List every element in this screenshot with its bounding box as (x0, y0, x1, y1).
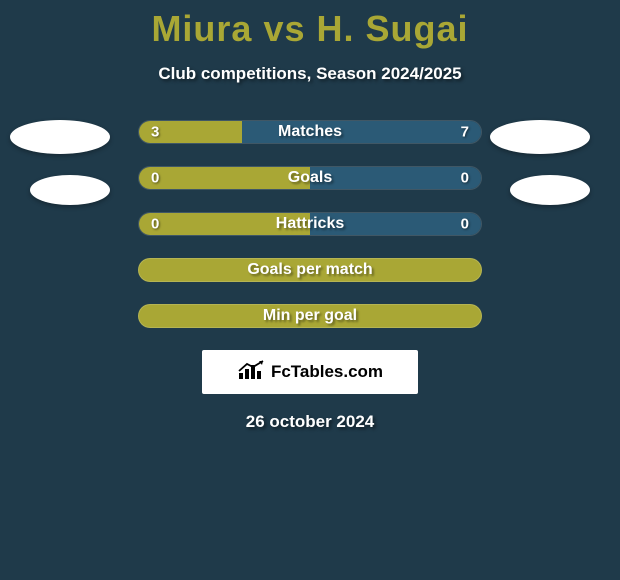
bar-left-value: 3 (151, 124, 159, 141)
bar-label: Goals per match (247, 261, 372, 279)
subtitle: Club competitions, Season 2024/2025 (0, 64, 620, 84)
player1-club-avatar (30, 175, 110, 205)
vs-text: vs (263, 8, 305, 49)
bar-right-value: 0 (461, 216, 469, 233)
bar-label: Goals (288, 169, 332, 187)
bar-label: Min per goal (263, 307, 357, 325)
bar-left-fill (139, 167, 310, 189)
stat-bar: Min per goal (138, 304, 482, 328)
stat-bar: 0 0 Goals (138, 166, 482, 190)
player2-club-avatar (510, 175, 590, 205)
stat-bar: 3 7 Matches (138, 120, 482, 144)
player2-avatar (490, 120, 590, 154)
bar-left-value: 0 (151, 170, 159, 187)
source-logo: FcTables.com (202, 350, 418, 394)
page-title: Miura vs H. Sugai (0, 0, 620, 50)
bar-right-value: 0 (461, 170, 469, 187)
comparison-card: Miura vs H. Sugai Club competitions, Sea… (0, 0, 620, 580)
chart-icon (237, 359, 265, 386)
player1-avatar (10, 120, 110, 154)
date-text: 26 october 2024 (0, 412, 620, 432)
bar-label: Hattricks (276, 215, 344, 233)
bar-left-value: 0 (151, 216, 159, 233)
bar-right-fill (310, 167, 481, 189)
player1-name: Miura (151, 8, 252, 49)
player2-name: H. Sugai (317, 8, 469, 49)
stat-bar: 0 0 Hattricks (138, 212, 482, 236)
stat-bar: Goals per match (138, 258, 482, 282)
logo-text: FcTables.com (271, 362, 383, 382)
bar-label: Matches (278, 123, 342, 141)
bar-right-value: 7 (461, 124, 469, 141)
